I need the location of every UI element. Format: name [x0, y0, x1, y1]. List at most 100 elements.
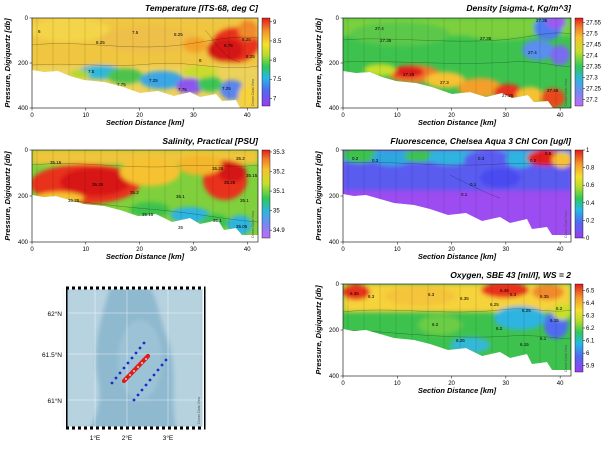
map-graticule — [66, 288, 204, 428]
station-track-west — [110, 341, 146, 385]
density-field — [343, 18, 571, 108]
lon-label: 1°E — [90, 434, 101, 442]
contour-label: 8.25 — [96, 40, 105, 45]
colorbar — [261, 149, 271, 239]
colorbar-tick-label: 6.1 — [586, 339, 595, 345]
x-tick-label: 30 — [190, 247, 197, 253]
colorbar-tick-label: 5.9 — [586, 364, 595, 370]
contour-label: 35.15 — [246, 173, 258, 178]
contour-label: 27.45 — [547, 88, 559, 93]
colorbar-tick-label: 9 — [273, 20, 277, 26]
chart-fluorescence: Fluorescence, Chelsea Aqua 3 Chl Con [ug… — [314, 136, 595, 261]
colorbar — [574, 17, 584, 107]
contour-label: 6.25 — [490, 302, 499, 307]
lat-label: 61.5°N — [42, 351, 62, 359]
chart-salinity: Salinity, Practical [PSU] — [3, 136, 285, 261]
contour-label: 6 — [38, 29, 41, 34]
y-axis-label: Pressure, Digiquartz [db] — [3, 151, 12, 241]
y-axis-ticks: 0 200 400 — [18, 16, 32, 112]
contour-label: 7.75 — [117, 82, 126, 87]
x-tick-label: 10 — [82, 247, 89, 253]
contour-label: 0.5 — [545, 151, 552, 156]
contour-label: 6.35 — [350, 291, 359, 296]
contour-label: 27.35 — [536, 18, 548, 23]
credit-label: Ocean Data View — [197, 396, 201, 424]
x-tick-label: 0 — [341, 113, 345, 119]
y-axis-ticks: 0 200 400 — [329, 148, 343, 246]
x-tick-label: 20 — [136, 247, 143, 253]
y-tick-label: 0 — [336, 282, 340, 288]
chart-temperature: Temperature [ITS-68, deg C] — [3, 3, 282, 127]
contour-label: 0.3 — [478, 156, 485, 161]
x-tick-label: 0 — [30, 113, 34, 119]
contour-label: 6.25 — [456, 338, 465, 343]
colorbar-tick-label: 27.25 — [586, 86, 602, 92]
contour-label: 0.1 — [470, 182, 477, 187]
contour-label: 7.25 — [149, 78, 158, 83]
contour-label: 6.15 — [520, 342, 529, 347]
y-axis-label: Pressure, Digiquartz [db] — [314, 151, 323, 241]
colorbar-tick-label: 0.6 — [586, 183, 595, 189]
x-tick-label: 40 — [244, 247, 251, 253]
credit-label: Ocean Data View — [251, 78, 255, 106]
y-tick-label: 400 — [18, 106, 29, 112]
colorbar-tick-label: 8.5 — [273, 39, 282, 45]
contour-label: 35.15 — [142, 212, 154, 217]
x-tick-label: 30 — [503, 247, 510, 253]
contour-label: 8.25 — [246, 54, 255, 59]
contour-labels: 35.15 35.25 35.25 35.2 35.15 35.1 35 35.… — [50, 156, 258, 230]
x-tick-label: 0 — [30, 247, 34, 253]
contour-label: 7.25 — [222, 86, 231, 91]
contour-label: 6.2 — [432, 322, 439, 327]
contour-label: 35.15 — [50, 160, 62, 165]
contour-label: 27.4 — [375, 26, 384, 31]
contour-labels: 6 8.25 7.5 7.5 7.75 7.25 7.75 8.25 8 7.2… — [38, 29, 255, 92]
x-tick-label: 10 — [394, 381, 401, 387]
x-tick-label: 40 — [557, 381, 564, 387]
colorbar-tick-label: 35 — [273, 209, 280, 215]
colorbar-tick-label: 27.2 — [586, 97, 598, 103]
x-tick-label: 10 — [82, 113, 89, 119]
credit-label: Ocean Data View — [564, 78, 568, 106]
x-tick-label: 10 — [394, 113, 401, 119]
lon-label: 3°E — [163, 434, 174, 442]
x-axis-ticks: 0 10 20 30 40 — [341, 376, 564, 387]
x-tick-label: 30 — [503, 381, 510, 387]
colorbar-tick-label: 8 — [273, 58, 277, 64]
colorbar-tick-label: 27.45 — [586, 42, 602, 48]
x-tick-label: 40 — [557, 113, 564, 119]
y-tick-label: 200 — [329, 194, 340, 200]
selected-section — [121, 353, 151, 384]
x-axis-ticks: 0 10 20 30 40 — [341, 242, 564, 253]
station-track-east — [132, 358, 168, 402]
chart-oxygen: Oxygen, SBE 43 [ml/l], WS = 2 — [314, 270, 595, 395]
colorbar-tick-label: 6.3 — [586, 313, 595, 319]
colorbar-tick-label: 0 — [586, 236, 590, 242]
x-tick-label: 30 — [190, 113, 197, 119]
lon-label: 2°E — [122, 434, 133, 442]
contour-label: 6.45 — [500, 288, 509, 293]
colorbar-tick-label: 6.4 — [586, 301, 595, 307]
contour-label: 8 — [199, 58, 202, 63]
colorbar-ticks: 6.5 6.4 6.3 6.2 6.1 6 5.9 — [583, 288, 595, 370]
colorbar-tick-label: 0.8 — [586, 166, 595, 172]
oxygen-field — [343, 284, 571, 370]
x-axis-label: Section Distance [km] — [418, 386, 497, 395]
colorbar — [574, 149, 584, 239]
y-tick-label: 0 — [336, 148, 340, 154]
x-tick-label: 30 — [503, 113, 510, 119]
colorbar-ticks: 1 0.8 0.6 0.4 0.2 0 — [583, 148, 595, 242]
contour-label: 0.2 — [352, 156, 359, 161]
x-tick-label: 0 — [341, 381, 345, 387]
station-markers — [110, 341, 168, 402]
lat-label: 62°N — [47, 310, 62, 318]
x-axis-ticks: 0 10 20 30 40 — [30, 108, 251, 119]
colorbar-tick-label: 0.2 — [586, 218, 595, 224]
y-axis-ticks: 0 200 400 — [329, 16, 343, 112]
contour-label: 27.35 — [380, 38, 392, 43]
y-tick-label: 200 — [18, 61, 29, 67]
x-axis-ticks: 0 10 20 30 40 — [341, 108, 564, 119]
y-tick-label: 200 — [18, 194, 29, 200]
colorbar — [574, 283, 584, 373]
y-tick-label: 200 — [329, 328, 340, 334]
